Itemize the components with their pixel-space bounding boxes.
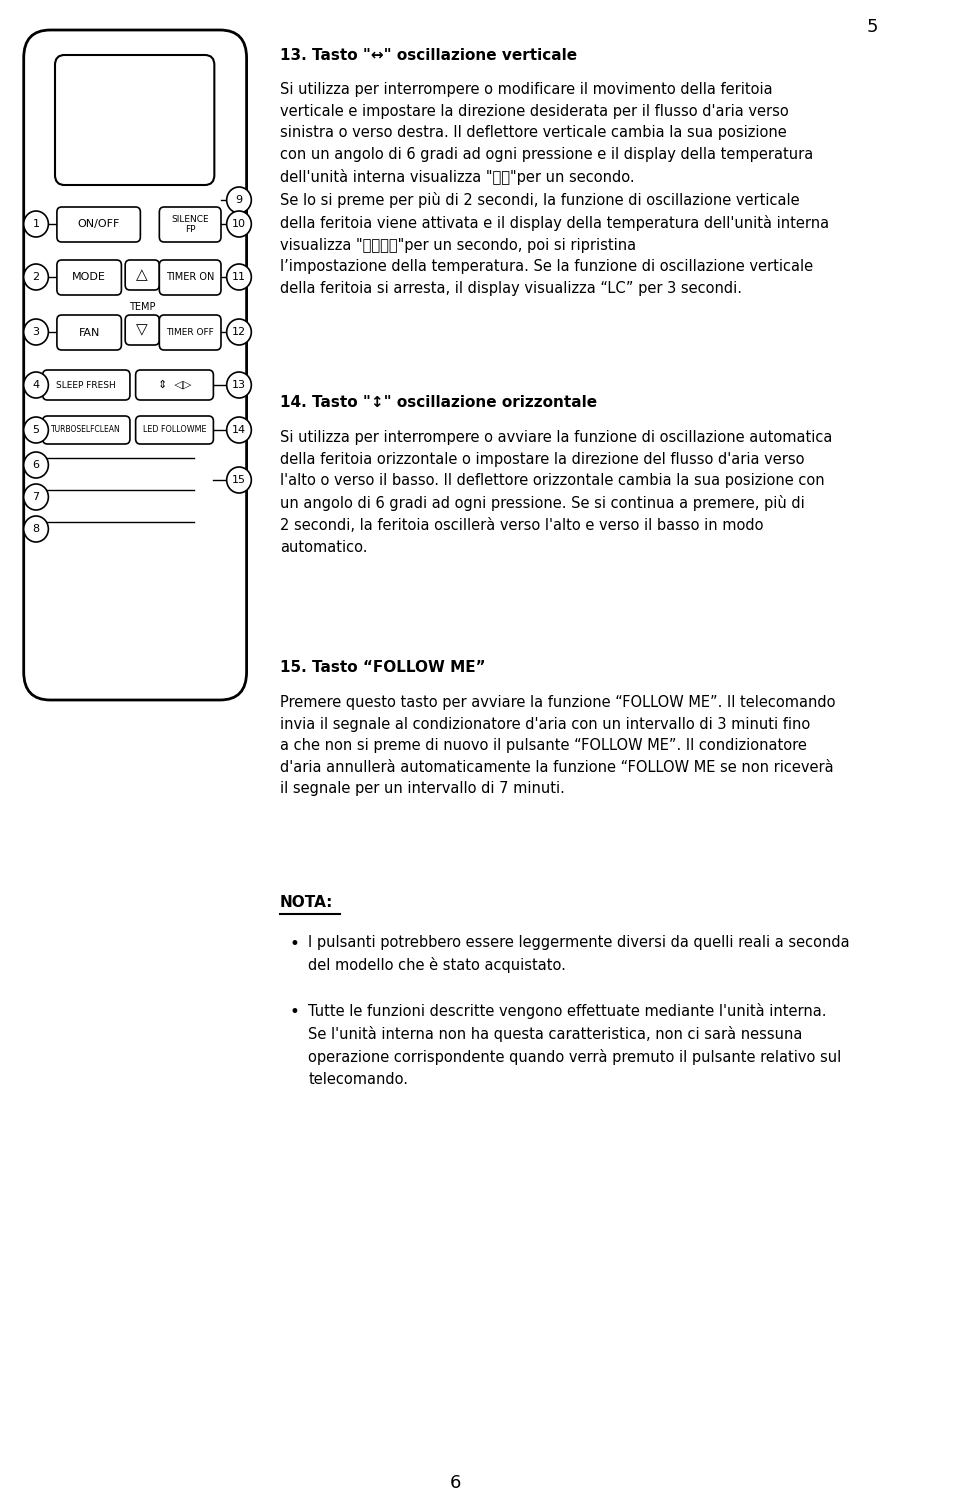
Text: Premere questo tasto per avviare la funzione “FOLLOW ME”. Il telecomando
invia i: Premere questo tasto per avviare la funz… <box>279 695 835 797</box>
FancyBboxPatch shape <box>55 56 214 185</box>
Text: 11: 11 <box>232 272 246 283</box>
FancyBboxPatch shape <box>125 314 159 344</box>
Circle shape <box>227 468 252 493</box>
Text: ⇕  ◁▷: ⇕ ◁▷ <box>157 381 191 390</box>
Text: Si utilizza per interrompere o avviare la funzione di oscillazione automatica
de: Si utilizza per interrompere o avviare l… <box>279 430 832 555</box>
Text: •: • <box>289 935 300 954</box>
Text: •: • <box>289 1003 300 1021</box>
Text: 6: 6 <box>33 460 39 469</box>
Text: ▽: ▽ <box>136 322 148 337</box>
Text: Si utilizza per interrompere o modificare il movimento della feritoia
verticale : Si utilizza per interrompere o modificar… <box>279 83 828 296</box>
Circle shape <box>227 417 252 444</box>
Text: MODE: MODE <box>72 272 107 283</box>
FancyBboxPatch shape <box>159 314 221 350</box>
Text: 5: 5 <box>33 426 39 435</box>
FancyBboxPatch shape <box>24 30 247 699</box>
FancyBboxPatch shape <box>159 208 221 242</box>
Circle shape <box>227 319 252 344</box>
Text: I pulsanti potrebbero essere leggermente diversi da quelli reali a seconda
del m: I pulsanti potrebbero essere leggermente… <box>308 935 850 973</box>
FancyBboxPatch shape <box>57 314 121 350</box>
Text: 15: 15 <box>232 475 246 484</box>
Circle shape <box>24 417 48 444</box>
Text: 3: 3 <box>33 326 39 337</box>
Circle shape <box>227 211 252 238</box>
Text: 9: 9 <box>235 196 243 205</box>
Text: TEMP: TEMP <box>129 302 156 311</box>
Text: 15. Tasto “FOLLOW ME”: 15. Tasto “FOLLOW ME” <box>279 660 486 675</box>
Text: 7: 7 <box>33 492 39 502</box>
Circle shape <box>24 211 48 238</box>
Text: LED FOLLOWME: LED FOLLOWME <box>143 426 206 435</box>
Circle shape <box>24 516 48 541</box>
Text: 10: 10 <box>232 220 246 229</box>
Text: SILENCE
FP: SILENCE FP <box>171 215 209 235</box>
FancyBboxPatch shape <box>135 370 213 400</box>
Circle shape <box>24 453 48 478</box>
Text: SLEEP FRESH: SLEEP FRESH <box>57 381 116 390</box>
FancyBboxPatch shape <box>135 417 213 444</box>
FancyBboxPatch shape <box>57 260 121 295</box>
FancyBboxPatch shape <box>159 260 221 295</box>
Text: 12: 12 <box>232 326 246 337</box>
Text: TIMER OFF: TIMER OFF <box>166 328 214 337</box>
FancyBboxPatch shape <box>57 208 140 242</box>
Text: 14: 14 <box>232 426 246 435</box>
Text: 13. Tasto "↔" oscillazione verticale: 13. Tasto "↔" oscillazione verticale <box>279 48 577 63</box>
Circle shape <box>24 484 48 510</box>
Text: Tutte le funzioni descritte vengono effettuate mediante l'unità interna.
Se l'un: Tutte le funzioni descritte vengono effe… <box>308 1003 842 1087</box>
Text: 2: 2 <box>33 272 39 283</box>
Circle shape <box>24 319 48 344</box>
Circle shape <box>24 371 48 399</box>
Text: 8: 8 <box>33 523 39 534</box>
Text: △: △ <box>136 268 148 283</box>
Circle shape <box>227 265 252 290</box>
FancyBboxPatch shape <box>42 370 130 400</box>
Circle shape <box>227 186 252 214</box>
Text: 14. Tasto "↕" oscillazione orizzontale: 14. Tasto "↕" oscillazione orizzontale <box>279 396 597 411</box>
Text: ON/OFF: ON/OFF <box>78 220 120 230</box>
Text: 5: 5 <box>867 18 878 36</box>
Text: TURBOSELFCLEAN: TURBOSELFCLEAN <box>52 426 121 435</box>
Circle shape <box>24 265 48 290</box>
Text: FAN: FAN <box>79 328 100 337</box>
Text: TIMER ON: TIMER ON <box>166 272 214 283</box>
FancyBboxPatch shape <box>42 417 130 444</box>
Circle shape <box>227 371 252 399</box>
Text: 13: 13 <box>232 381 246 390</box>
FancyBboxPatch shape <box>125 260 159 290</box>
Text: 4: 4 <box>33 381 39 390</box>
Text: 1: 1 <box>33 220 39 229</box>
Text: 6: 6 <box>449 1474 461 1492</box>
Text: NOTA:: NOTA: <box>279 895 333 910</box>
